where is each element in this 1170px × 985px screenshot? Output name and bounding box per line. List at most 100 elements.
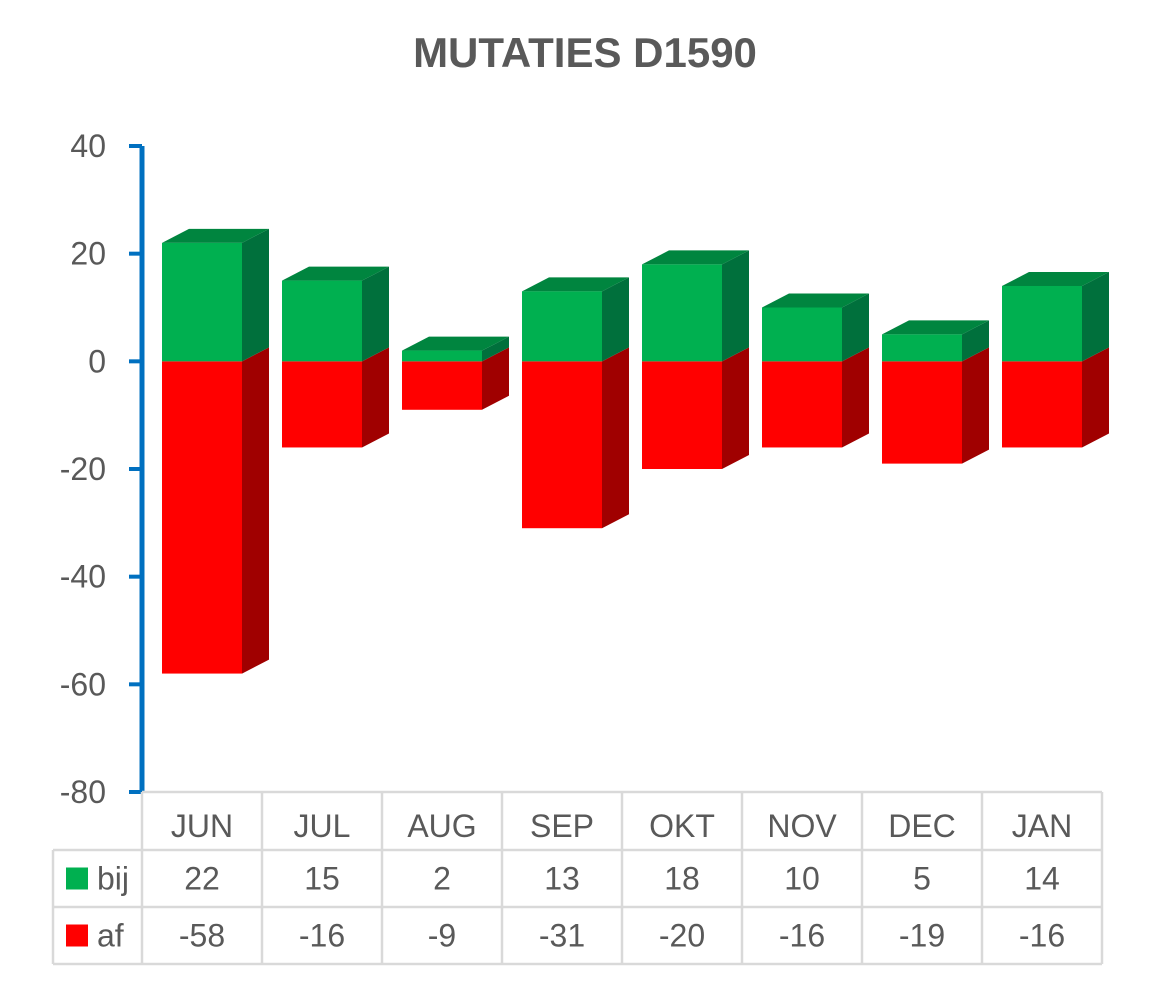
data-label-bij-okt: 18 bbox=[664, 861, 700, 897]
bar-af-jan-front bbox=[1002, 361, 1082, 448]
legend-swatch-af bbox=[66, 924, 88, 947]
data-label-bij-jul: 15 bbox=[304, 861, 340, 897]
bar-bij-sep-side bbox=[602, 277, 629, 362]
legend-label-bij: bij bbox=[97, 861, 129, 897]
bar-af-dec bbox=[882, 347, 989, 464]
data-label-af-nov: -16 bbox=[779, 918, 825, 954]
bar-bij-nov bbox=[762, 293, 869, 362]
bar-af-okt-side bbox=[722, 347, 749, 469]
data-label-af-aug: -9 bbox=[428, 918, 456, 954]
bar-af-dec-side bbox=[962, 347, 989, 464]
legend-swatch-bij bbox=[66, 867, 88, 890]
x-tick-label-nov: NOV bbox=[767, 808, 837, 844]
bar-bij-dec-side bbox=[962, 320, 989, 362]
bar-af-sep-front bbox=[522, 361, 602, 529]
bar-bij-jul-top bbox=[282, 266, 389, 281]
data-table: JUN JUL AUG SEP OKT NOV DEC JAN bij 22 15 2 13 18 10 5 1… bbox=[51, 790, 1104, 966]
bar-bij-okt-side bbox=[722, 250, 749, 362]
data-label-bij-jan: 14 bbox=[1024, 861, 1060, 897]
bar-bij-sep-front bbox=[522, 291, 602, 362]
chart-title: MUTATIES D1590 bbox=[413, 29, 757, 76]
bar-bij-jul bbox=[282, 266, 389, 362]
bar-bij-jun bbox=[162, 228, 269, 362]
y-tick-label: 40 bbox=[70, 128, 106, 164]
data-label-af-jan: -16 bbox=[1019, 918, 1065, 954]
bar-bij-aug-front bbox=[402, 350, 482, 362]
data-label-af-jul: -16 bbox=[299, 918, 345, 954]
bar-group-aug bbox=[402, 336, 509, 410]
bar-bij-jul-side bbox=[362, 266, 389, 362]
bar-af-nov-front bbox=[762, 361, 842, 448]
bar-af-okt bbox=[642, 347, 749, 469]
bar-bij-nov-front bbox=[762, 307, 842, 362]
bar-af-jul-side bbox=[362, 347, 389, 448]
bar-af-aug-front bbox=[402, 361, 482, 410]
bar-group-sep bbox=[522, 277, 629, 529]
bar-bij-okt-front bbox=[642, 264, 722, 362]
y-axis: 40 20 0 -20 -40 -60 -80 bbox=[60, 128, 145, 810]
x-tick-label-jun: JUN bbox=[171, 808, 233, 844]
data-label-af-sep: -31 bbox=[539, 918, 585, 954]
bar-bij-jan-front bbox=[1002, 285, 1082, 362]
bar-af-jan bbox=[1002, 347, 1109, 448]
bar-bij-dec-top bbox=[882, 320, 989, 335]
y-tick-label: -40 bbox=[60, 559, 106, 595]
bar-af-jun bbox=[162, 347, 269, 674]
bar-bij-sep-top bbox=[522, 277, 629, 292]
bar-bij-jul-front bbox=[282, 280, 362, 362]
bar-af-sep-side bbox=[602, 347, 629, 529]
bar-af-jun-front bbox=[162, 361, 242, 674]
bar-bij-dec-front bbox=[882, 334, 962, 362]
data-label-af-dec: -19 bbox=[899, 918, 945, 954]
legend-label-af: af bbox=[97, 918, 124, 954]
x-tick-label-okt: OKT bbox=[649, 808, 715, 844]
y-tick-label: -60 bbox=[60, 666, 106, 702]
bars-group bbox=[162, 228, 1109, 674]
bar-group-dec bbox=[882, 320, 989, 464]
bar-af-aug bbox=[402, 347, 509, 410]
bar-bij-okt-top bbox=[642, 250, 749, 265]
bar-group-nov bbox=[762, 293, 869, 448]
bar-af-nov-side bbox=[842, 347, 869, 448]
data-label-bij-sep: 13 bbox=[544, 861, 580, 897]
bar-bij-jan-top bbox=[1002, 271, 1109, 286]
bar-af-sep bbox=[522, 347, 629, 529]
y-tick-label: 20 bbox=[70, 236, 106, 272]
x-tick-label-jan: JAN bbox=[1012, 808, 1072, 844]
bar-bij-dec bbox=[882, 320, 989, 362]
bar-bij-jun-top bbox=[162, 228, 269, 243]
bar-af-jul-front bbox=[282, 361, 362, 448]
bar-group-jun bbox=[162, 228, 269, 674]
bar-bij-sep bbox=[522, 277, 629, 362]
data-label-af-okt: -20 bbox=[659, 918, 705, 954]
data-label-af-jun: -58 bbox=[179, 918, 225, 954]
bar-group-jul bbox=[282, 266, 389, 448]
bar-bij-jan-side bbox=[1082, 271, 1109, 362]
bar-bij-nov-top bbox=[762, 293, 869, 308]
bar-bij-nov-side bbox=[842, 293, 869, 362]
x-tick-label-jul: JUL bbox=[294, 808, 351, 844]
bar-af-jul bbox=[282, 347, 389, 448]
y-tick-label: -80 bbox=[60, 774, 106, 810]
bar-bij-jan bbox=[1002, 271, 1109, 362]
y-tick-label: -20 bbox=[60, 451, 106, 487]
bar-bij-okt bbox=[642, 250, 749, 362]
bar-group-jan bbox=[1002, 271, 1109, 448]
bar-bij-jun-side bbox=[242, 228, 269, 362]
bar-bij-aug-side bbox=[482, 336, 509, 362]
bar-group-okt bbox=[642, 250, 749, 469]
bar-bij-jun-front bbox=[162, 242, 242, 362]
bar-bij-aug-top bbox=[402, 336, 509, 351]
bar-af-dec-front bbox=[882, 361, 962, 464]
bar-af-aug-side bbox=[482, 347, 509, 410]
x-tick-label-aug: AUG bbox=[407, 808, 476, 844]
x-tick-label-dec: DEC bbox=[888, 808, 956, 844]
y-tick-label: 0 bbox=[88, 343, 106, 379]
data-label-bij-nov: 10 bbox=[784, 861, 820, 897]
bar-bij-aug bbox=[402, 336, 509, 362]
data-label-bij-dec: 5 bbox=[913, 861, 931, 897]
data-label-bij-aug: 2 bbox=[433, 861, 451, 897]
bar-af-okt-front bbox=[642, 361, 722, 469]
bar-af-nov bbox=[762, 347, 869, 448]
